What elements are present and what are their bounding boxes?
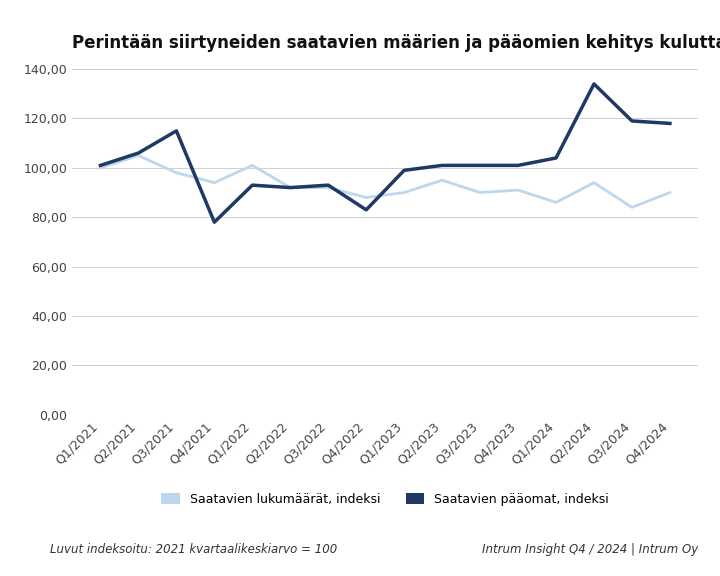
Text: Intrum Insight Q4 / 2024 | Intrum Oy: Intrum Insight Q4 / 2024 | Intrum Oy	[482, 543, 698, 556]
Text: Luvut indeksoitu: 2021 kvartaalikeskiarvo = 100: Luvut indeksoitu: 2021 kvartaalikeskiarv…	[50, 543, 338, 556]
Legend: Saatavien lukumäärät, indeksi, Saatavien pääomat, indeksi: Saatavien lukumäärät, indeksi, Saatavien…	[155, 487, 616, 512]
Text: Perintään siirtyneiden saatavien määrien ja pääomien kehitys kuluttajaperinnässä: Perintään siirtyneiden saatavien määrien…	[72, 35, 720, 52]
